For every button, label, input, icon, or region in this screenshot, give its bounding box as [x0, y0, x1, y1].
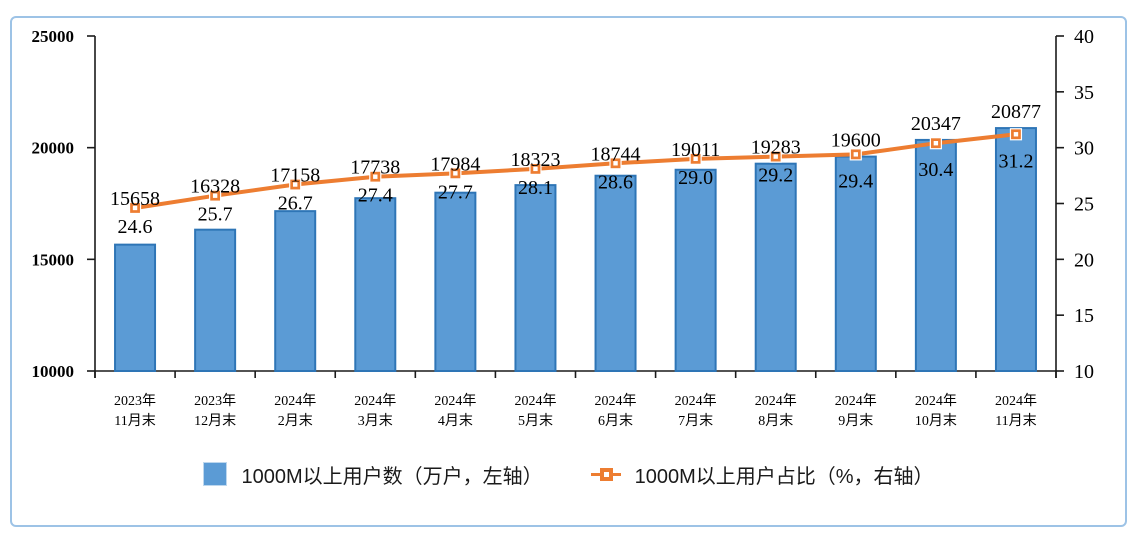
bar-value-label: 18744 [591, 143, 641, 165]
line-value-label: 29.4 [838, 170, 873, 192]
x-axis-label: 2024年 11月末 [995, 393, 1037, 429]
line-marker-dot [373, 174, 378, 179]
legend-marker-dot [603, 471, 609, 477]
bar-value-label: 20347 [911, 113, 961, 135]
line-value-label: 30.4 [918, 159, 953, 181]
x-axis-labels: 2023年 11月末 2023年 12月末 2024年 2月末 2024年 3月末 2024年 4… [114, 393, 1037, 429]
line-marker-dot [533, 166, 538, 172]
line-marker-dot [212, 193, 218, 198]
bar-value-label: 18323 [510, 149, 560, 171]
bar-series-swatch-icon [203, 462, 228, 486]
legend-label-bar-series: 1000M以上用户数（万户，左轴） [241, 465, 543, 488]
bar-value-label: 19283 [751, 137, 801, 159]
line-series [128, 128, 1023, 215]
bar-value-label: 16328 [190, 176, 240, 198]
right-axis-tick-label: 35 [1074, 82, 1094, 104]
line-marker-dot [773, 154, 778, 159]
line-marker-dot [132, 205, 138, 211]
line-marker-dot [693, 156, 698, 162]
line-value-label: 28.6 [598, 171, 633, 193]
bar [754, 162, 797, 372]
left-axis-tick-label: 10000 [32, 362, 75, 381]
line-marker-dot [933, 141, 939, 146]
left-axis-tick-label: 25000 [32, 27, 75, 46]
x-axis-label: 2024年 2月末 [274, 393, 316, 429]
bar-value-label: 20877 [991, 101, 1041, 123]
line-value-label: 29.0 [678, 167, 713, 189]
value-labels: 15658 24.6 16328 25.7 17158 26.7 17738 27.4 1798… [110, 101, 1041, 238]
line-marker-dot [453, 171, 458, 176]
bar [194, 228, 237, 372]
line-value-label: 29.2 [758, 165, 793, 187]
line-value-label: 24.6 [118, 216, 153, 238]
legend-label-line-series: 1000M以上用户占比（%，右轴） [634, 465, 934, 488]
line-marker-dot [613, 161, 618, 166]
trend-line [134, 132, 1017, 210]
x-axis-label: 2023年 11月末 [114, 393, 156, 429]
line-marker-dot [293, 182, 298, 187]
bar-series [114, 127, 1037, 372]
x-axis-label: 2024年 10月末 [915, 393, 957, 429]
right-axis-tick-label: 30 [1074, 138, 1094, 160]
line-value-label: 27.7 [438, 181, 473, 203]
line-value-label: 27.4 [358, 185, 393, 207]
bar [354, 197, 397, 372]
bar [994, 127, 1037, 372]
x-axis-label: 2024年 3月末 [354, 393, 396, 429]
x-axis-label: 2024年 5月末 [514, 393, 556, 429]
bar-value-label: 17158 [270, 165, 320, 187]
bar [674, 168, 717, 372]
bar-value-label: 17984 [430, 153, 480, 175]
legend: 1000M以上用户数（万户，左轴） 1000M以上用户占比（%，右轴） [0, 454, 1137, 494]
line-marker-dot [1013, 132, 1019, 137]
bar-value-label: 15658 [110, 188, 160, 210]
bar [514, 184, 557, 372]
left-axis-tick-label: 20000 [32, 139, 75, 158]
right-axis-tick-label: 40 [1074, 26, 1094, 48]
bar [594, 174, 637, 372]
bar [274, 210, 317, 372]
x-axis-label: 2024年 9月末 [835, 393, 877, 429]
line-value-label: 28.1 [518, 177, 553, 199]
x-axis-label: 2024年 6月末 [595, 393, 637, 429]
line-value-label: 26.7 [278, 193, 313, 215]
line-value-label: 31.2 [998, 150, 1033, 172]
bar-value-label: 17738 [350, 157, 400, 179]
right-axis-tick-label: 15 [1074, 305, 1094, 327]
right-axis-tick-label: 10 [1074, 361, 1094, 383]
bar [114, 243, 157, 372]
line-marker-dot [853, 152, 858, 157]
legend-item-line-series: 1000M以上用户占比（%，右轴） [590, 460, 934, 489]
right-axis-tick-label: 25 [1074, 194, 1094, 216]
legend-item-bar-series: 1000M以上用户数（万户，左轴） [203, 460, 543, 489]
line-series-marker-icon [590, 467, 621, 481]
bar [914, 138, 957, 372]
left-axis-tick-label: 15000 [32, 250, 75, 269]
bar [834, 155, 877, 372]
x-axis-label: 2024年 8月末 [755, 393, 797, 429]
bar-value-label: 19600 [831, 130, 881, 152]
bar-value-label: 19011 [671, 139, 720, 161]
line-value-label: 25.7 [198, 204, 233, 226]
axes: 10000 15000 20000 25000 10 15 20 25 30 35 40 [32, 26, 1095, 383]
x-axis-label: 2024年 4月末 [434, 393, 476, 429]
x-axis-label: 2023年 12月末 [194, 393, 236, 429]
bar [434, 191, 477, 372]
figure-border-frame [10, 16, 1127, 527]
x-axis-label: 2024年 7月末 [675, 393, 717, 429]
right-axis-tick-label: 20 [1074, 249, 1094, 271]
